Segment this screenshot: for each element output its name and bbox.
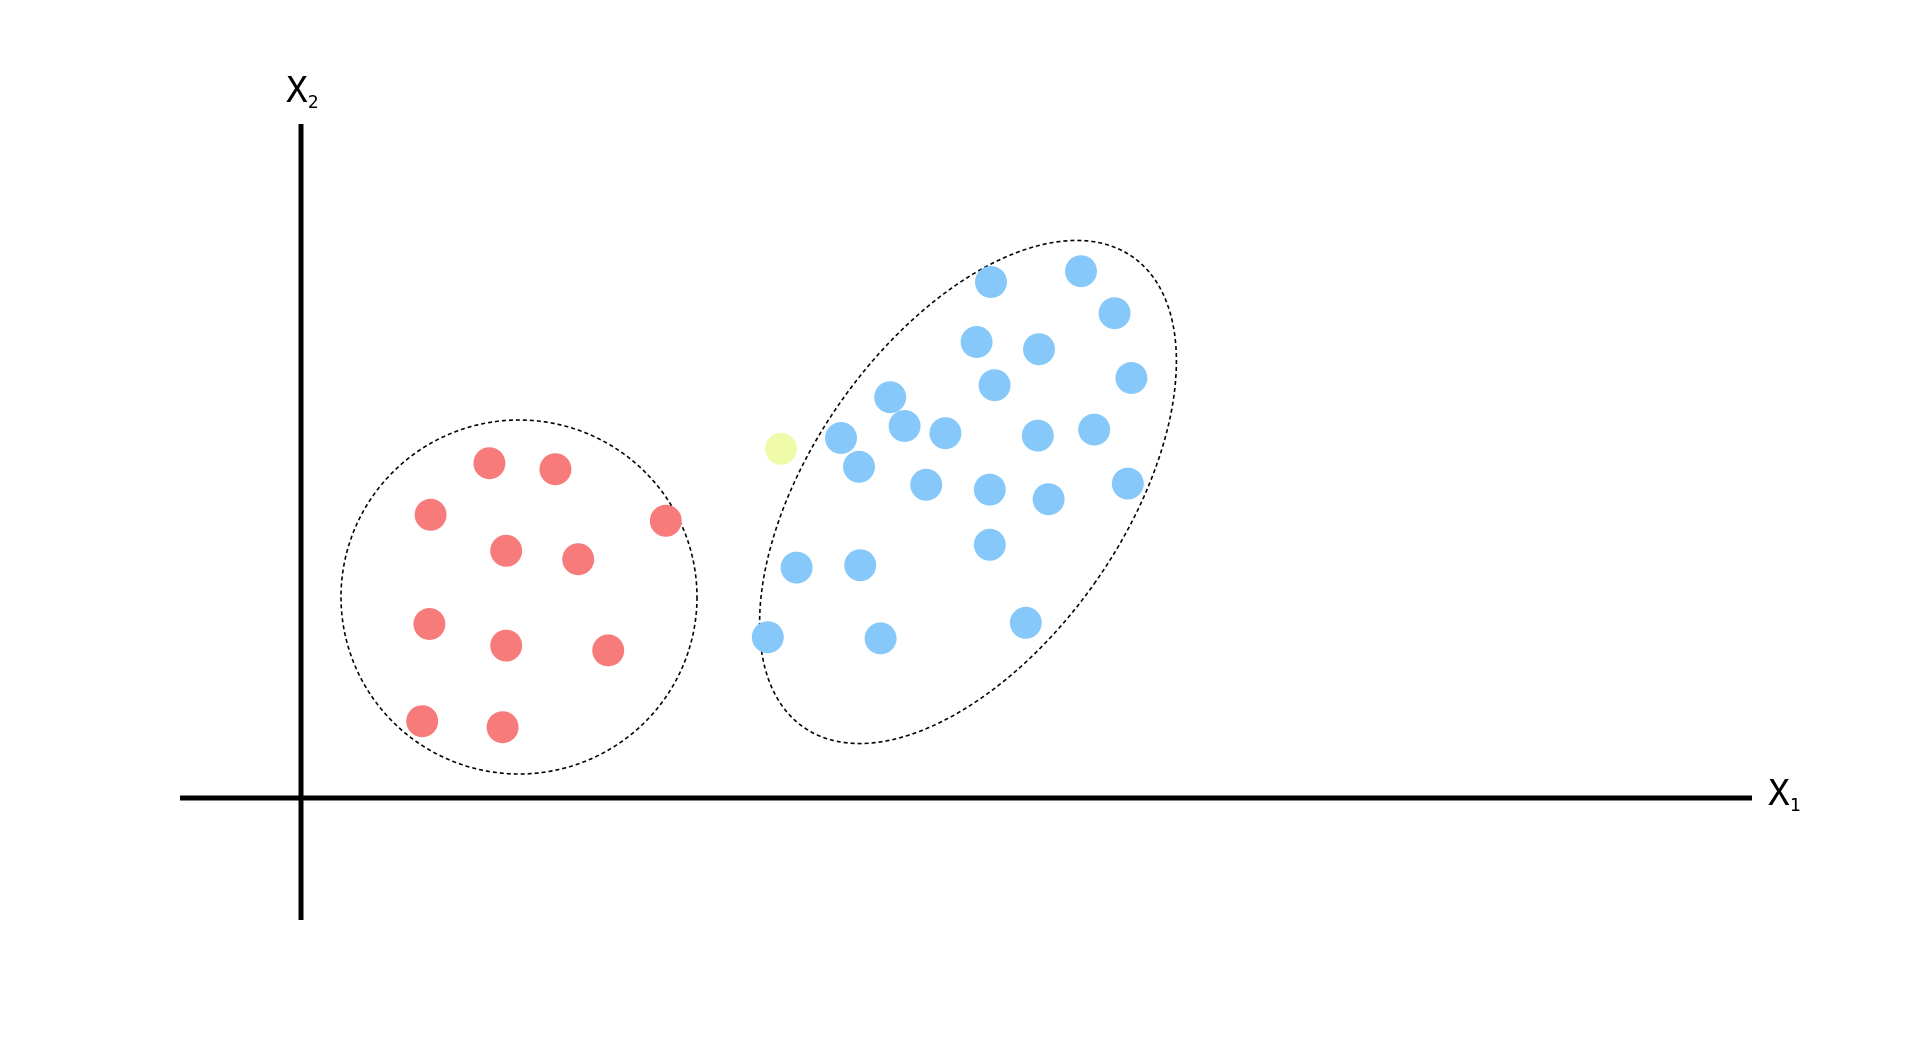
data-point-blue-10 bbox=[825, 422, 857, 454]
data-point-blue-12 bbox=[1021, 419, 1054, 452]
data-point-red-6 bbox=[562, 543, 595, 576]
x-axis-label-subscript: 1 bbox=[1790, 795, 1801, 816]
data-point-red-5 bbox=[490, 534, 523, 567]
data-point-blue-24 bbox=[864, 622, 897, 655]
data-point-red-11 bbox=[486, 711, 519, 744]
y-axis-label-main: X bbox=[286, 70, 308, 111]
data-point-blue-2 bbox=[1065, 255, 1097, 288]
data-point-red-4 bbox=[649, 504, 682, 537]
data-point-red-7 bbox=[413, 608, 446, 640]
y-axis-label-subscript: 2 bbox=[308, 92, 319, 113]
data-point-blue-18 bbox=[1111, 467, 1144, 500]
data-point-blue-15 bbox=[910, 468, 943, 501]
x-axis-label-main: X bbox=[1768, 773, 1790, 814]
data-point-yellow-1 bbox=[765, 432, 797, 465]
data-point-blue-13 bbox=[1078, 413, 1111, 446]
data-point-blue-4 bbox=[960, 326, 993, 358]
data-point-blue-23 bbox=[751, 621, 784, 654]
x-axis-label: X1 bbox=[1768, 773, 1801, 816]
data-point-blue-17 bbox=[1032, 483, 1065, 516]
y-axis-label: X2 bbox=[286, 70, 319, 113]
data-points bbox=[406, 255, 1148, 744]
data-point-red-9 bbox=[592, 634, 625, 667]
data-point-blue-7 bbox=[978, 369, 1011, 402]
data-point-blue-19 bbox=[973, 528, 1006, 561]
axes bbox=[180, 124, 1752, 920]
data-point-blue-22 bbox=[1009, 606, 1042, 639]
data-point-blue-9 bbox=[888, 410, 921, 442]
data-point-red-3 bbox=[414, 498, 447, 531]
data-point-red-8 bbox=[490, 629, 523, 662]
data-point-blue-5 bbox=[1023, 333, 1055, 366]
data-point-blue-21 bbox=[844, 549, 877, 582]
cluster-outlines bbox=[340, 239, 1178, 775]
data-point-blue-20 bbox=[780, 551, 813, 584]
cluster-outline-red bbox=[340, 419, 698, 775]
data-point-red-10 bbox=[406, 705, 439, 738]
data-point-blue-6 bbox=[1115, 362, 1148, 394]
data-point-blue-8 bbox=[874, 381, 907, 414]
data-point-blue-3 bbox=[1098, 297, 1131, 330]
data-point-blue-14 bbox=[843, 450, 875, 483]
cluster-outline-blue bbox=[758, 239, 1178, 745]
data-point-red-2 bbox=[539, 453, 572, 486]
data-point-blue-16 bbox=[973, 473, 1006, 506]
data-point-red-1 bbox=[473, 447, 506, 480]
data-point-blue-1 bbox=[975, 266, 1007, 298]
data-point-blue-11 bbox=[929, 417, 962, 450]
